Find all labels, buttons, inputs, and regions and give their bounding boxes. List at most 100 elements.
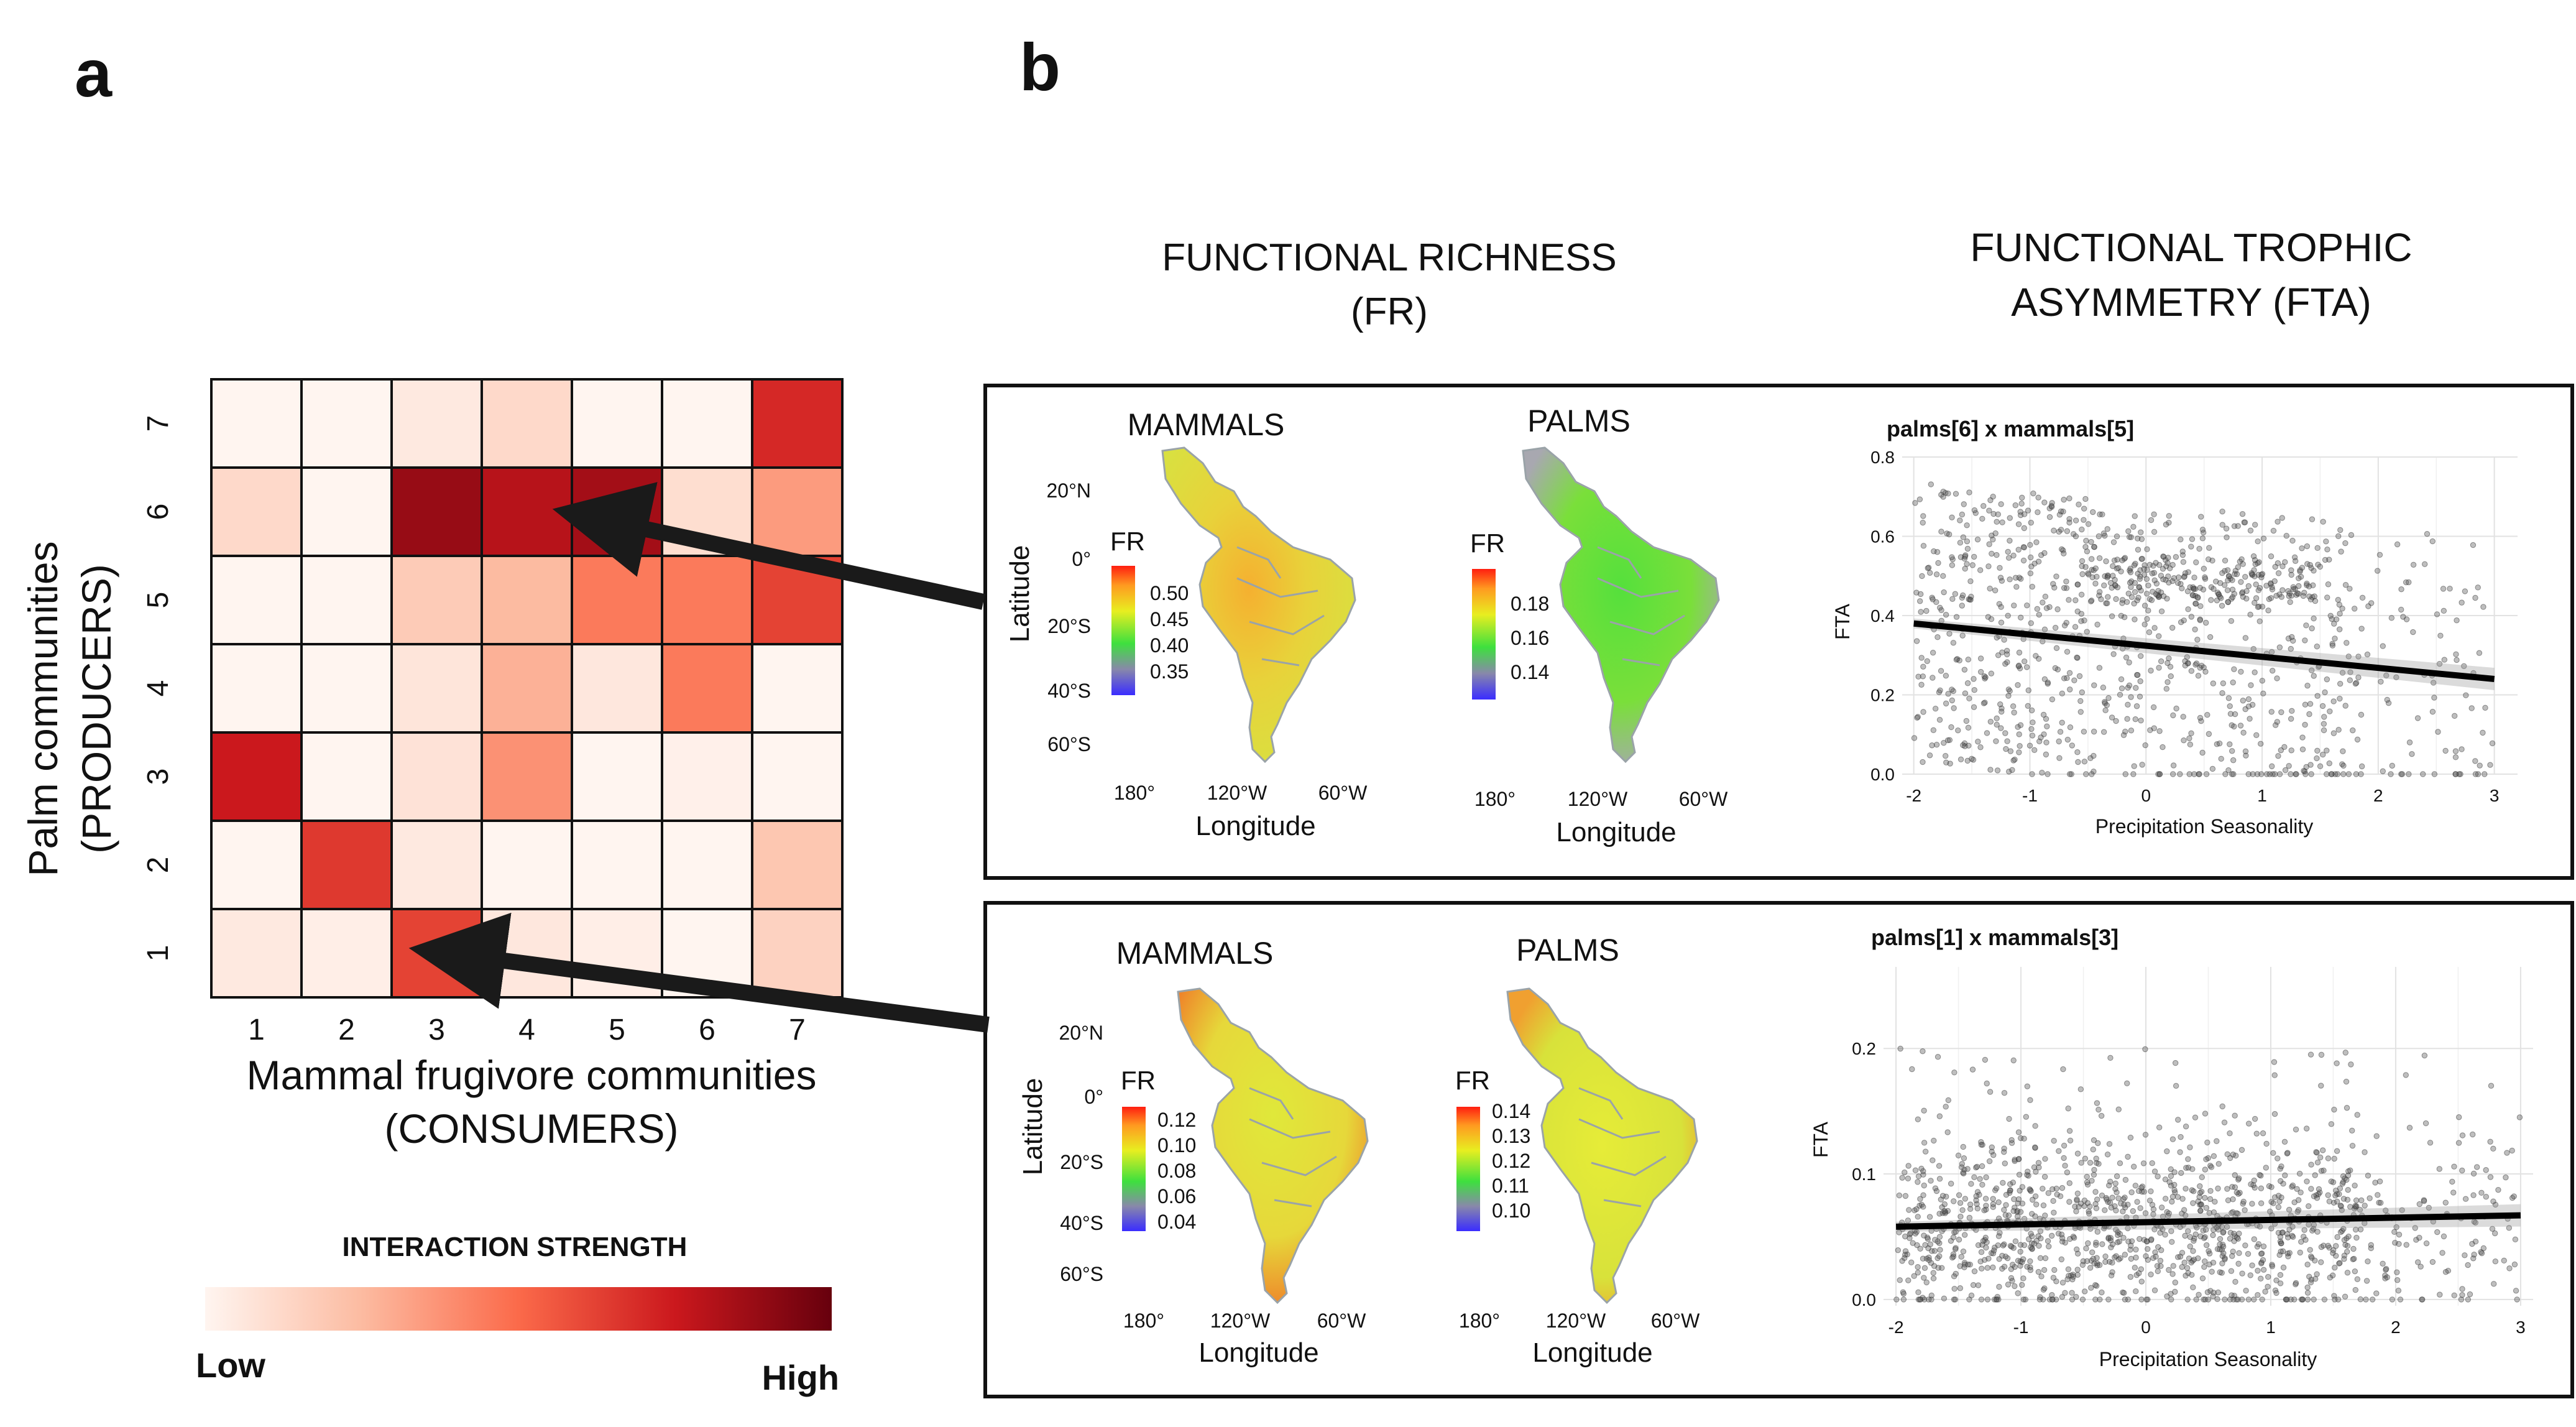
scatter-point	[2128, 534, 2134, 540]
scatter-point	[2059, 719, 2065, 726]
heatmap-x-tick: 3	[428, 1014, 445, 1046]
scatter-point	[2038, 552, 2045, 558]
scatter-point	[2179, 1250, 2186, 1256]
scatter-point	[1982, 1237, 1988, 1243]
scatter-point	[2191, 771, 2197, 777]
scatter-point	[2091, 567, 2097, 573]
scatter-point	[2414, 715, 2421, 721]
scatter-point	[2220, 1250, 2227, 1257]
scatter-point	[2245, 696, 2252, 703]
scatter-point	[1904, 1251, 1910, 1258]
scatter-point	[2227, 1229, 2234, 1236]
scatter-point	[2158, 608, 2165, 614]
scatter-point	[2263, 771, 2270, 777]
bottom-mammals-fr-legend-bar	[1122, 1107, 1146, 1231]
scatter-point	[2258, 1185, 2265, 1191]
scatter-point	[1964, 545, 1971, 552]
scatter-point	[2174, 1254, 2181, 1260]
scatter-point	[2037, 1228, 2044, 1234]
scatter-point	[1973, 1197, 1979, 1204]
scatter-point	[2225, 599, 2231, 605]
scatter-point	[2231, 1238, 2237, 1244]
scatter-point	[2269, 1263, 2276, 1270]
scatter-point	[2347, 1204, 2353, 1210]
scatter-point	[2197, 616, 2203, 622]
heatmap-cell-r6-c5	[571, 466, 663, 557]
scatter-point	[1905, 1175, 1911, 1182]
scatter-point	[2335, 596, 2342, 603]
scatter-point	[2181, 1207, 2187, 1213]
scatter-point	[2219, 1241, 2226, 1248]
scatter-point	[2200, 529, 2207, 536]
scatter-point	[1913, 589, 1920, 596]
scatter-point	[2215, 591, 2222, 598]
scatter-point	[2152, 1249, 2158, 1255]
scatter-point	[1928, 481, 1934, 487]
scatter-point	[2513, 1288, 2519, 1294]
scatter-point	[1920, 519, 1926, 526]
scatter-point	[2350, 727, 2356, 734]
scatter-point	[2125, 1153, 2131, 1160]
scatter-point	[2191, 1188, 2197, 1194]
scatter-point	[2120, 1235, 2127, 1241]
scatter-point	[2038, 734, 2044, 741]
scatter-point	[2158, 1247, 2164, 1254]
scatter-point	[2136, 584, 2142, 590]
heatmap-y-tick: 4	[142, 680, 175, 697]
top-mammals-fr-legend-3: 0.35	[1150, 660, 1189, 683]
scatter-point	[2074, 581, 2081, 588]
scatter-point	[2029, 771, 2035, 777]
scatter-point	[2170, 712, 2176, 719]
scatter-point	[2487, 762, 2493, 768]
scatter-point	[1939, 1204, 1945, 1211]
scatter-point	[2202, 1111, 2209, 1117]
scatter-point	[2225, 599, 2232, 606]
scatter-point	[2012, 756, 2018, 763]
scatter-point	[2340, 1226, 2347, 1232]
scatter-point	[2081, 617, 2087, 624]
scatter-point	[1956, 1192, 1962, 1198]
scatter-point	[2304, 1290, 2311, 1296]
scatter-point	[2214, 597, 2220, 604]
scatter-point	[2074, 1150, 2081, 1157]
scatter-point	[2072, 597, 2079, 604]
scatter-point	[2139, 556, 2145, 562]
scatter-point	[2040, 1286, 2047, 1293]
scatter-point	[1940, 573, 1946, 580]
scatter-point	[2028, 620, 2034, 626]
scatter-point	[2225, 767, 2232, 774]
scatter-point	[2005, 1282, 2012, 1288]
scatter-point	[1967, 596, 1973, 603]
scatter-point	[2337, 1229, 2344, 1235]
scatter-point	[2012, 575, 2019, 581]
scatter-point	[2258, 1250, 2265, 1257]
scatter-point	[2066, 1199, 2072, 1205]
scatter-point	[2102, 707, 2109, 713]
scatter-point	[2076, 501, 2082, 508]
scatter-point	[2302, 1237, 2309, 1243]
scatter-point	[2146, 629, 2153, 635]
scatter-point	[1931, 1263, 1938, 1269]
scatter-point	[2314, 755, 2320, 762]
scatter-point	[1928, 1178, 1934, 1184]
scatter-point	[2199, 1174, 2205, 1181]
scatter-point	[2203, 1204, 2209, 1211]
scatter-point	[2188, 543, 2194, 550]
scatter-point	[2066, 1180, 2072, 1186]
scatter-point	[1997, 565, 2003, 571]
scatter-point	[2286, 590, 2293, 597]
scatter-point	[2048, 504, 2055, 510]
scatter-point	[2229, 1292, 2235, 1298]
scatter-point	[2137, 567, 2143, 573]
scatter-point	[2067, 1137, 2074, 1143]
scatter-point	[2062, 1162, 2068, 1169]
scatter-point	[1943, 752, 1949, 759]
scatter-point	[2344, 1176, 2350, 1183]
scatter-point	[2199, 527, 2206, 533]
scatter-point	[2206, 556, 2212, 563]
scatter-point	[1912, 1231, 1919, 1237]
scatter-point	[2096, 1262, 2103, 1268]
scatter-point	[2222, 568, 2228, 574]
scatter-point	[2169, 1198, 2175, 1205]
bottom-mammals-lat-tick-20s: 20°S	[1060, 1151, 1103, 1173]
